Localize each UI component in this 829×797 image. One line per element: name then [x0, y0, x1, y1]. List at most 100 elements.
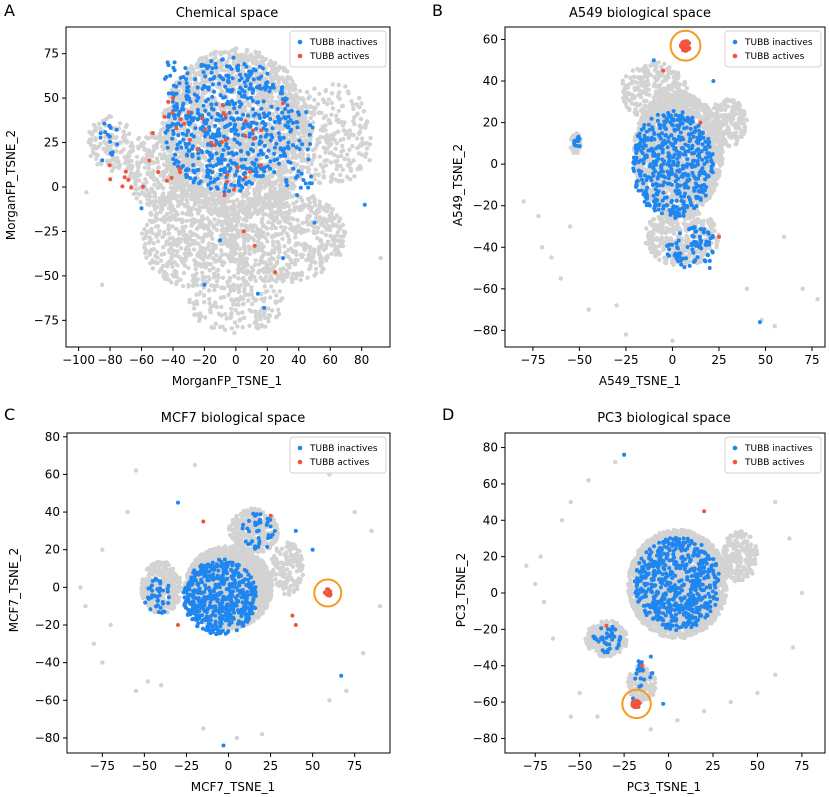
background-point: [274, 293, 279, 298]
inactive-point: [183, 141, 188, 146]
background-point: [186, 247, 192, 253]
background-point: [280, 122, 285, 127]
background-point: [338, 243, 343, 249]
inactive-point: [187, 122, 192, 127]
background-point: [181, 270, 187, 276]
background-point: [249, 288, 254, 293]
background-point: [150, 258, 155, 263]
background-point: [129, 163, 135, 169]
background-point: [222, 240, 227, 245]
inactive-point: [176, 113, 181, 118]
inactive-point: [196, 156, 201, 161]
background-point: [331, 223, 336, 228]
background-point: [317, 202, 323, 208]
background-point: [305, 275, 310, 280]
background-point: [295, 162, 300, 167]
inactive-point: [228, 88, 232, 93]
background-point: [231, 302, 236, 307]
background-point: [276, 307, 281, 312]
inactive-point: [172, 68, 177, 73]
inactive-point: [237, 175, 242, 180]
background-point: [199, 250, 205, 255]
background-point: [229, 84, 235, 89]
background-point: [208, 191, 214, 196]
background-point: [309, 253, 314, 258]
x-tick-label: 20: [260, 353, 275, 367]
inactive-point: [241, 112, 246, 117]
background-point: [286, 215, 291, 220]
background-point: [273, 88, 279, 93]
active-point: [231, 187, 236, 192]
background-point: [264, 263, 270, 268]
background-point: [266, 62, 271, 67]
x-tick-label: 60: [323, 353, 338, 367]
background-point: [146, 229, 152, 234]
background-point: [232, 330, 237, 336]
background-point: [239, 207, 245, 213]
background-point: [228, 107, 233, 112]
background-point: [365, 119, 370, 125]
background-point: [323, 150, 328, 155]
background-point: [155, 224, 161, 229]
scatter-points: [521, 39, 820, 343]
background-point: [214, 253, 219, 258]
inactive-point: [233, 122, 238, 127]
background-point: [227, 216, 232, 222]
background-point: [280, 126, 285, 132]
background-point: [290, 216, 295, 221]
background-point: [255, 184, 260, 189]
background-point: [190, 187, 195, 192]
background-point: [271, 180, 277, 185]
background-point: [187, 297, 192, 302]
background-point: [262, 199, 267, 204]
background-point: [152, 204, 157, 209]
background-point: [274, 214, 279, 219]
background-point: [220, 63, 225, 68]
background-point: [232, 251, 238, 256]
inactive-point: [178, 140, 182, 145]
background-point: [340, 167, 345, 172]
background-point: [358, 166, 364, 171]
background-point: [329, 132, 335, 138]
active-point: [243, 119, 248, 124]
background-point: [134, 196, 139, 201]
inactive-point: [223, 84, 228, 89]
background-point: [287, 265, 292, 270]
background-point: [358, 125, 364, 130]
background-point: [186, 183, 191, 188]
background-point: [218, 324, 223, 330]
inactive-point: [183, 66, 188, 70]
inactive-point: [232, 106, 237, 111]
background-point: [276, 255, 281, 260]
inactive-point: [230, 99, 235, 104]
background-point: [283, 225, 288, 230]
background-point: [230, 208, 235, 214]
background-point: [323, 88, 329, 93]
background-point: [218, 136, 224, 142]
background-point: [254, 95, 260, 100]
background-point: [149, 247, 154, 252]
active-point: [259, 163, 263, 168]
background-point: [329, 251, 334, 256]
background-point: [196, 104, 202, 109]
background-point: [314, 211, 319, 217]
background-point: [190, 283, 196, 288]
background-point: [305, 169, 311, 175]
inactive-point: [166, 63, 171, 68]
background-point: [177, 178, 182, 183]
inactive-point: [172, 116, 177, 121]
background-point: [227, 199, 232, 204]
background-point: [190, 102, 195, 107]
background-point: [224, 104, 229, 110]
inactive-point: [226, 151, 231, 156]
background-point: [303, 116, 308, 121]
background-point: [293, 228, 298, 233]
background-point: [232, 48, 237, 54]
background-point: [234, 73, 239, 79]
background-point: [267, 313, 273, 318]
inactive-point: [229, 182, 234, 187]
inactive-point: [301, 178, 306, 183]
background-point: [334, 141, 340, 146]
background-point: [236, 276, 241, 281]
background-point: [207, 268, 212, 273]
